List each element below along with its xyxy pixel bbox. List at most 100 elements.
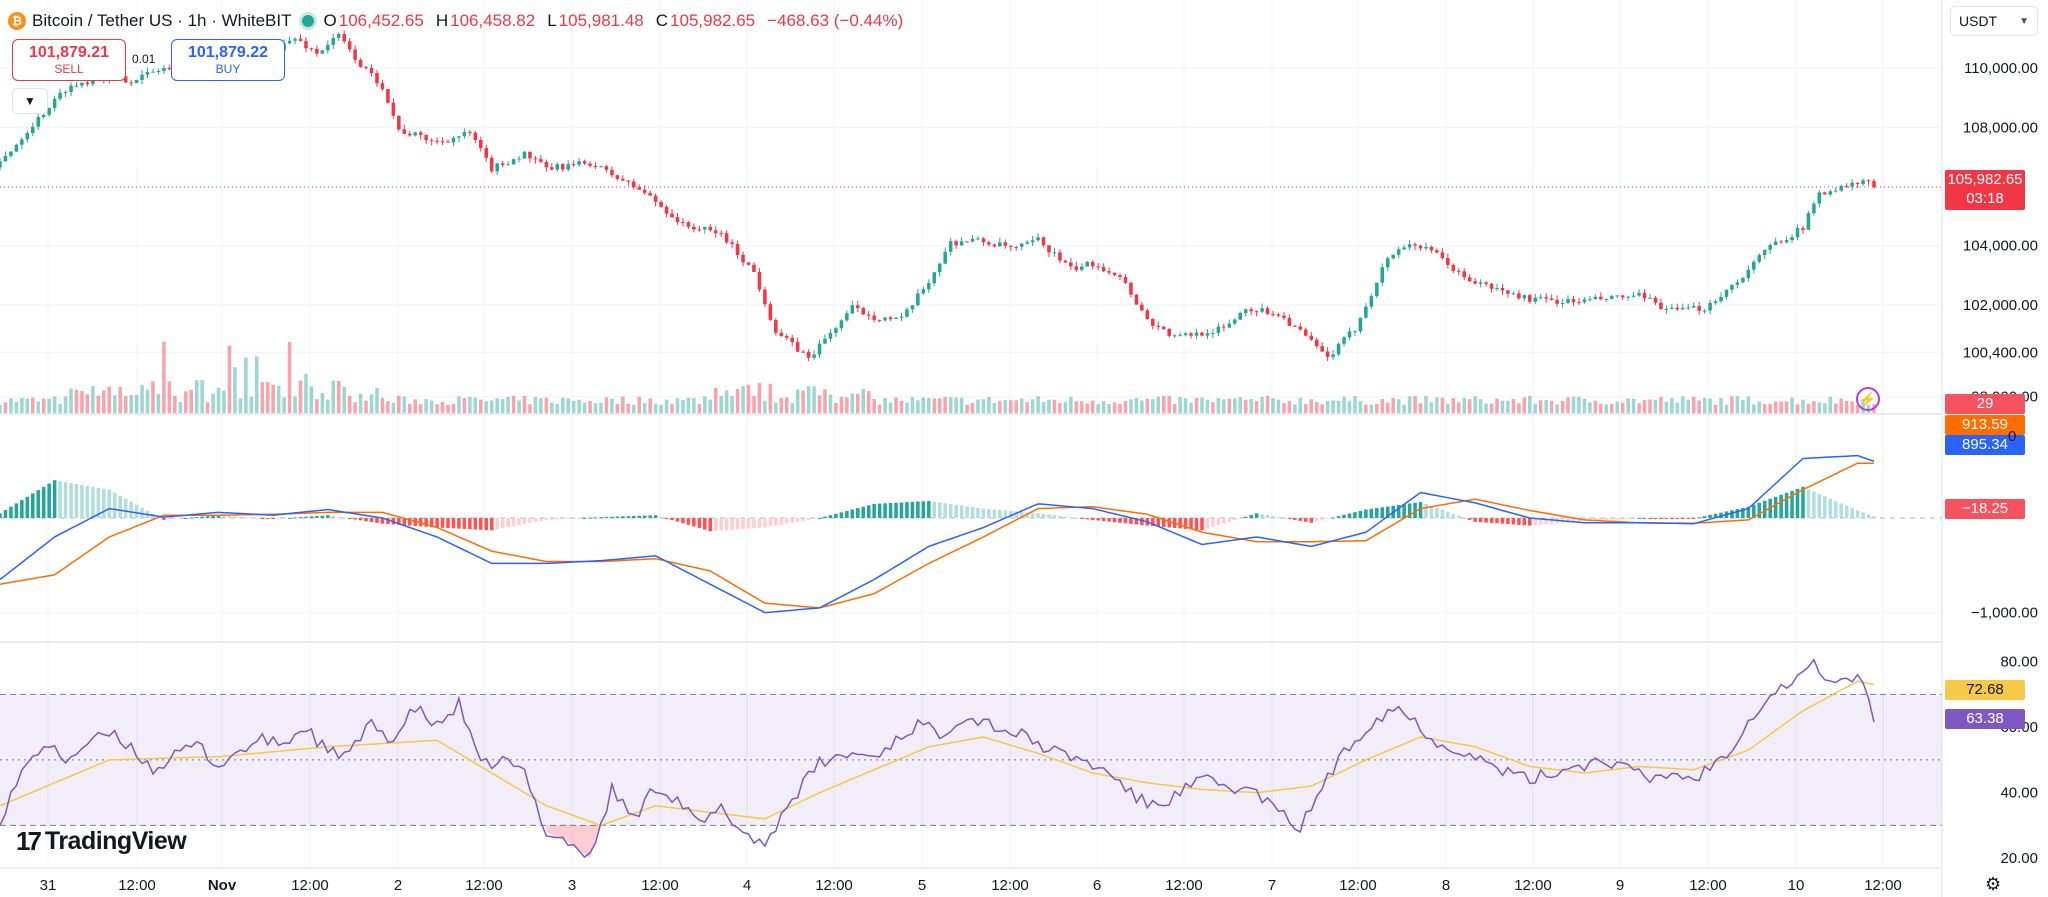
volume-bar	[107, 386, 112, 413]
candle-body	[1429, 246, 1434, 251]
candle-body	[25, 133, 30, 140]
volume-bar	[1730, 396, 1734, 413]
macd-histogram-bar	[167, 518, 172, 520]
candle-body	[1080, 266, 1084, 270]
volume-bar	[888, 402, 893, 413]
macd-histogram-bar	[642, 515, 647, 519]
macd-histogram-bar	[987, 509, 991, 519]
volume-bar	[424, 399, 428, 413]
volume-bar	[1424, 395, 1428, 413]
macd-histogram-bar	[582, 517, 587, 519]
gear-icon[interactable]: ⚙	[1985, 874, 2002, 894]
macd-histogram-bar	[954, 504, 958, 519]
volume-bar	[1222, 399, 1226, 413]
macd-histogram-bar	[1063, 516, 1068, 519]
volume-bar	[446, 404, 450, 413]
volume-bar	[1304, 404, 1308, 413]
rsi-axis-tick: 20.00	[2000, 850, 2038, 867]
candle-body	[1522, 295, 1527, 299]
macd-histogram-bar	[735, 518, 740, 530]
volume-bar	[1762, 404, 1767, 413]
macd-histogram-bar	[1779, 494, 1783, 519]
volume-bar	[358, 393, 363, 413]
macd-histogram-bar	[539, 518, 543, 521]
macd-histogram-bar	[238, 516, 243, 519]
candle-body	[588, 163, 592, 166]
macd-histogram-bar	[1282, 518, 1286, 520]
macd-histogram-bar	[1872, 516, 1876, 519]
candle-body	[539, 159, 543, 162]
candle-body	[1511, 293, 1516, 295]
macd-histogram-bar	[1293, 518, 1297, 520]
candle-body	[1298, 326, 1303, 330]
macd-histogram-bar	[1140, 518, 1144, 526]
macd-histogram-bar	[1380, 507, 1385, 519]
candle-body	[1844, 185, 1849, 187]
macd-histogram-bar	[599, 517, 603, 519]
macd-histogram-bar	[790, 518, 794, 523]
candle-body	[1129, 282, 1133, 295]
candle-body	[495, 163, 499, 172]
candle-body	[921, 289, 926, 294]
candle-body	[1691, 305, 1696, 308]
macd-histogram-bar	[1069, 517, 1073, 519]
candle-body	[1325, 351, 1330, 357]
candle-body	[735, 244, 740, 255]
candle-body	[621, 178, 625, 181]
macd-histogram-bar	[1211, 518, 1215, 527]
volume-bar	[112, 395, 117, 413]
volume-bar	[533, 396, 538, 413]
volume-bar	[692, 398, 696, 413]
macd-histogram-bar	[839, 512, 844, 519]
volume-bar	[1757, 401, 1762, 413]
macd-histogram-bar	[375, 518, 379, 523]
volume-bar	[539, 398, 543, 413]
macd-histogram-bar	[1112, 518, 1117, 523]
macd-histogram-bar	[0, 513, 2, 519]
candle-body	[610, 169, 614, 176]
lightning-icon[interactable]: ⚡	[1856, 387, 1880, 411]
macd-histogram-bar	[861, 506, 866, 519]
candle-body	[473, 132, 478, 140]
candle-body	[850, 305, 855, 314]
macd-histogram-bar	[1752, 504, 1756, 519]
macd-histogram-bar	[550, 518, 554, 520]
volume-bar	[713, 387, 718, 413]
collapse-legend-button[interactable]: ▼	[12, 88, 48, 114]
macd-histogram-bar	[675, 518, 680, 522]
macd-histogram-bar	[484, 518, 489, 531]
candle-body	[36, 116, 41, 127]
volume-bar	[20, 398, 24, 413]
macd-histogram-bar	[1713, 513, 1718, 519]
macd-histogram-bar	[801, 518, 805, 521]
volume-bar	[1779, 401, 1783, 413]
symbol-title[interactable]: Bitcoin / Tether US · 1h · WhiteBIT	[32, 11, 292, 30]
volume-bar	[1358, 401, 1363, 413]
candle-body	[1528, 295, 1532, 302]
volume-bar	[1451, 398, 1456, 413]
volume-bar	[1369, 404, 1374, 413]
macd-histogram-bar	[14, 503, 19, 519]
volume-bar	[1003, 399, 1008, 413]
macd-histogram-bar	[555, 518, 560, 520]
currency-selector[interactable]: USDT ▼	[1950, 6, 2038, 36]
volume-bar	[1047, 399, 1051, 413]
macd-histogram-bar	[1407, 503, 1412, 519]
candle-body	[1396, 249, 1401, 255]
volume-bar	[943, 397, 947, 413]
candle-body	[1304, 329, 1308, 336]
sell-button[interactable]: 101,879.21 SELL	[12, 39, 126, 81]
candle-body	[981, 238, 986, 243]
symbol-legend: ₿ Bitcoin / Tether US · 1h · WhiteBIT O …	[8, 8, 915, 34]
candle-body	[134, 79, 139, 83]
macd-histogram-bar	[1435, 507, 1439, 519]
candle-body	[446, 141, 450, 143]
volume-bar	[320, 392, 325, 413]
volume-bar	[1817, 402, 1822, 413]
volume-bar	[1019, 398, 1024, 413]
volume-bar	[664, 399, 669, 413]
macd-histogram-bar	[1304, 518, 1308, 522]
buy-button[interactable]: 101,879.22 BUY	[171, 39, 285, 81]
candle-body	[1391, 254, 1395, 259]
